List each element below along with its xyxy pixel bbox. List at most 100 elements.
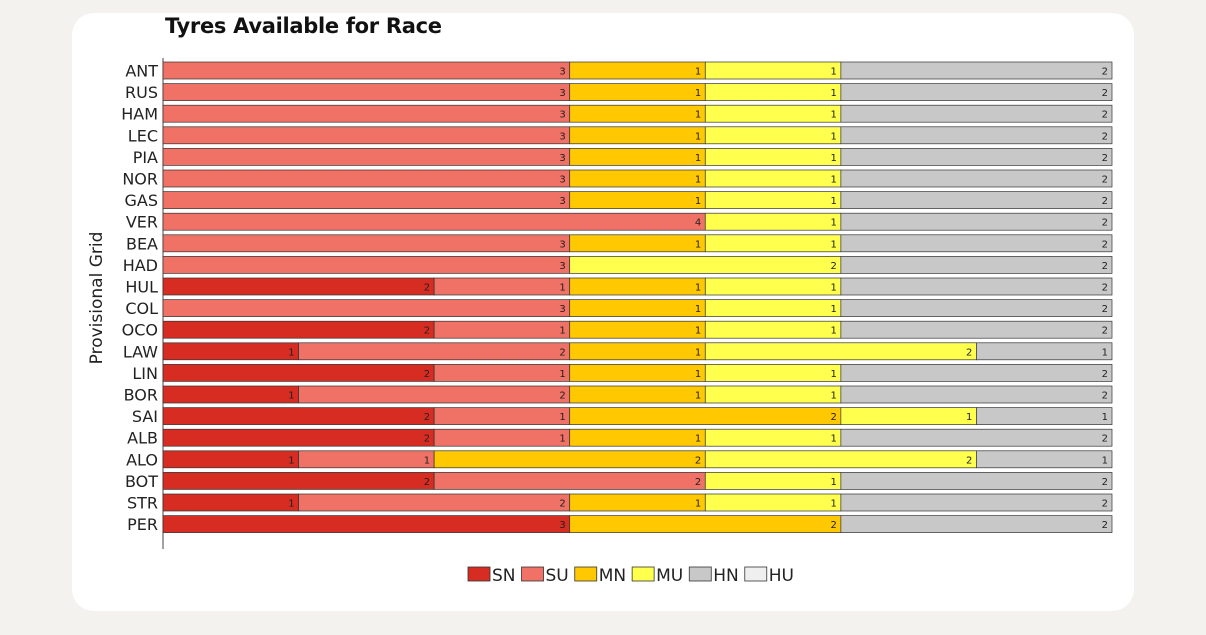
bar-value-label: 2 bbox=[1102, 67, 1108, 78]
driver-label-pia: PIA bbox=[133, 148, 158, 167]
driver-label-col: COL bbox=[125, 299, 158, 318]
bar-value-label: 2 bbox=[1102, 88, 1108, 99]
bar-value-label: 2 bbox=[1102, 261, 1108, 272]
legend-swatch-hn bbox=[688, 566, 712, 582]
bar-value-label: 1 bbox=[830, 326, 836, 337]
bar-value-label: 1 bbox=[288, 391, 294, 402]
bar-segment-hn-had bbox=[840, 256, 1113, 274]
bar-segment-mn-bor bbox=[569, 385, 706, 404]
bar-value-label: 1 bbox=[559, 369, 565, 380]
bar-segment-mn-str bbox=[569, 493, 706, 512]
bar-segment-hn-ham bbox=[840, 104, 1113, 123]
bar-value-label: 1 bbox=[830, 218, 836, 229]
bar-segment-su-alo bbox=[298, 450, 435, 469]
bar-value-label: 2 bbox=[1102, 520, 1108, 531]
bar-value-label: 2 bbox=[424, 283, 430, 294]
bar-value-label: 2 bbox=[1102, 110, 1108, 121]
bar-value-label: 3 bbox=[559, 304, 565, 315]
bar-value-label: 1 bbox=[559, 283, 565, 294]
bar-value-label: 2 bbox=[1102, 326, 1108, 337]
bar-value-label: 2 bbox=[1102, 434, 1108, 445]
bar-segment-hn-law bbox=[976, 342, 1113, 361]
bar-segment-mu-pia bbox=[704, 148, 842, 166]
legend-label-hu: HU bbox=[769, 566, 794, 586]
bar-value-label: 1 bbox=[830, 477, 836, 488]
bar-segment-sn-alb bbox=[162, 428, 435, 447]
bar-segment-mu-ver bbox=[704, 212, 842, 231]
driver-label-alo: ALO bbox=[126, 450, 158, 469]
driver-label-str: STR bbox=[127, 494, 158, 513]
driver-label-per: PER bbox=[127, 515, 158, 534]
bar-value-label: 1 bbox=[559, 434, 565, 445]
bar-value-label: 1 bbox=[830, 153, 836, 164]
bar-value-label: 1 bbox=[695, 153, 701, 164]
bar-segment-su-law bbox=[298, 342, 571, 361]
bar-value-label: 1 bbox=[830, 304, 836, 315]
bar-segment-sn-alo bbox=[162, 450, 299, 469]
bar-segment-mn-hul bbox=[569, 277, 706, 296]
bar-segment-hn-hul bbox=[840, 277, 1113, 296]
bar-segment-su-hul bbox=[433, 277, 571, 296]
bar-segment-sn-hul bbox=[162, 277, 435, 296]
bar-value-label: 3 bbox=[559, 175, 565, 186]
bar-value-label: 1 bbox=[695, 175, 701, 186]
bar-segment-mu-col bbox=[704, 299, 842, 317]
bar-segment-mu-oco bbox=[704, 320, 842, 339]
bar-value-label: 2 bbox=[559, 499, 565, 510]
bar-segment-mn-col bbox=[569, 299, 706, 317]
y-axis-label: Provisional Grid bbox=[87, 232, 107, 365]
bar-value-label: 2 bbox=[424, 412, 430, 423]
bar-value-label: 1 bbox=[288, 347, 294, 358]
bar-segment-su-ver bbox=[162, 212, 706, 231]
bar-segment-su-bot bbox=[433, 472, 706, 490]
bar-value-label: 2 bbox=[695, 477, 701, 488]
bar-segment-mn-nor bbox=[569, 169, 706, 188]
bar-value-label: 3 bbox=[559, 261, 565, 272]
bars-layer: ANT 3 1 1 2 RUS 3 1 1 2 HAM 3 1 1 2 LEC 3 1 1 2 PIA 3 1 1 2 NOR 3 1… bbox=[121, 61, 1113, 534]
bar-value-label: 3 bbox=[559, 88, 565, 99]
bar-segment-mn-oco bbox=[569, 320, 706, 339]
bar-value-label: 1 bbox=[695, 326, 701, 337]
bar-segment-sn-sai bbox=[162, 407, 435, 425]
bar-segment-hn-per bbox=[840, 515, 1113, 533]
bar-value-label: 1 bbox=[288, 499, 294, 510]
bar-value-label: 1 bbox=[830, 434, 836, 445]
bar-value-label: 2 bbox=[1102, 131, 1108, 142]
bar-value-label: 2 bbox=[424, 326, 430, 337]
bar-segment-mn-gas bbox=[569, 191, 706, 209]
bar-segment-mu-sai bbox=[840, 407, 977, 425]
bar-value-label: 2 bbox=[966, 455, 972, 466]
bar-segment-mn-ant bbox=[569, 61, 706, 80]
bar-segment-sn-bor bbox=[162, 385, 299, 404]
bar-segment-mn-alo bbox=[433, 450, 706, 469]
bar-segment-mu-ant bbox=[704, 61, 842, 80]
bar-value-label: 2 bbox=[1102, 239, 1108, 250]
bar-value-label: 1 bbox=[695, 88, 701, 99]
bar-value-label: 2 bbox=[830, 261, 836, 272]
bar-segment-mn-lec bbox=[569, 126, 706, 145]
bar-segment-mu-gas bbox=[704, 191, 842, 209]
bar-value-label: 2 bbox=[830, 412, 836, 423]
bar-value-label: 2 bbox=[1102, 391, 1108, 402]
legend-swatch-mu bbox=[631, 566, 655, 582]
bar-segment-hn-oco bbox=[840, 320, 1113, 339]
bar-segment-mn-sai bbox=[569, 407, 842, 425]
bar-segment-hn-bor bbox=[840, 385, 1113, 404]
bar-value-label: 2 bbox=[1102, 283, 1108, 294]
bar-segment-hn-alo bbox=[976, 450, 1113, 469]
legend-label-sn: SN bbox=[492, 566, 516, 586]
bar-value-label: 1 bbox=[830, 283, 836, 294]
bar-segment-su-pia bbox=[162, 148, 571, 166]
bar-value-label: 2 bbox=[424, 369, 430, 380]
bar-value-label: 1 bbox=[1102, 347, 1108, 358]
bar-segment-mn-per bbox=[569, 515, 842, 533]
bar-segment-hn-bot bbox=[840, 472, 1113, 490]
bar-segment-mu-rus bbox=[704, 83, 842, 101]
bar-segment-mn-rus bbox=[569, 83, 706, 101]
bar-value-label: 2 bbox=[966, 347, 972, 358]
bar-segment-mu-alo bbox=[704, 450, 977, 469]
bar-value-label: 2 bbox=[1102, 175, 1108, 186]
bar-value-label: 2 bbox=[1102, 218, 1108, 229]
bar-segment-su-lec bbox=[162, 126, 571, 145]
